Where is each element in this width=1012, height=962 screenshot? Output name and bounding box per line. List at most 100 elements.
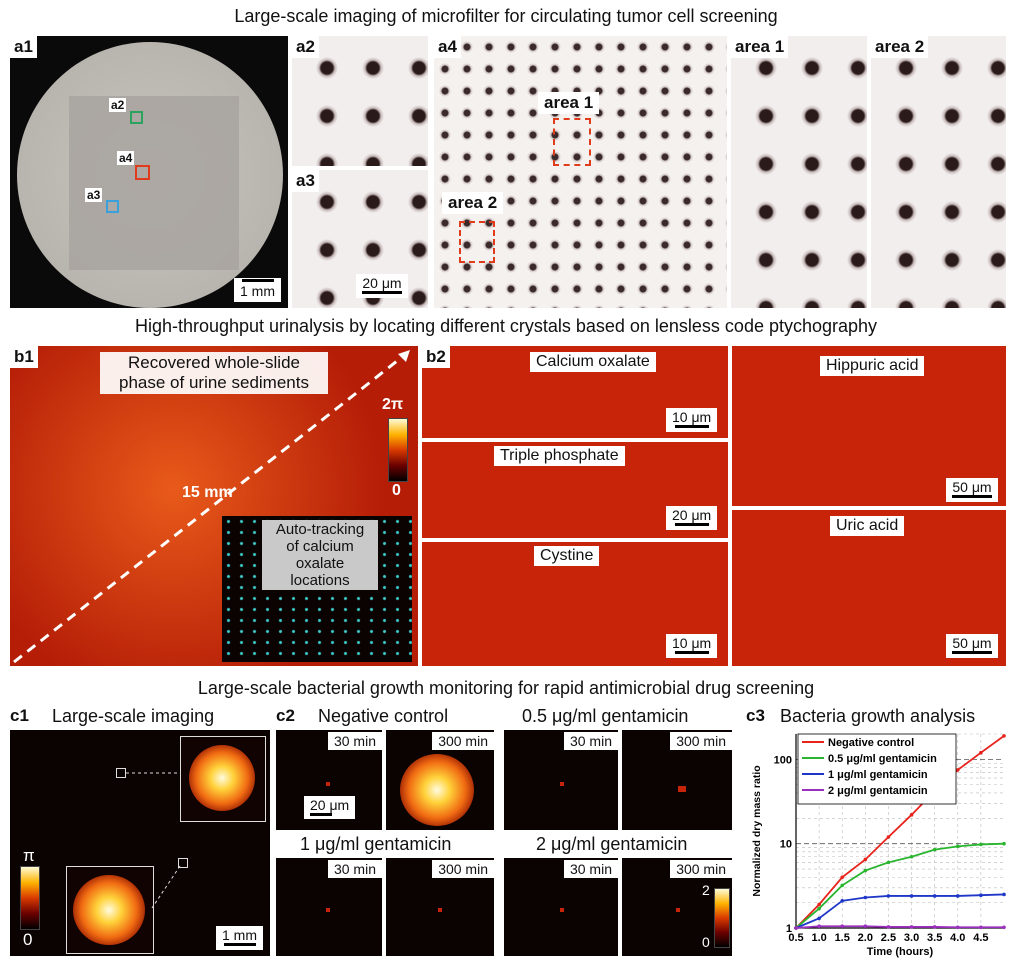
label-a4: a4 [434, 36, 461, 58]
data-point [1002, 841, 1006, 846]
uric-label: Uric acid [830, 516, 905, 536]
c3-title: Bacteria growth analysis [780, 706, 976, 726]
data-point [955, 844, 960, 849]
area1-box [553, 118, 591, 166]
c2-g05-30: 30 min [504, 730, 618, 830]
data-point [817, 902, 821, 907]
scalebar-hippuric: 50 μm [946, 478, 998, 502]
data-point [886, 835, 891, 839]
data-point [840, 924, 845, 929]
calcium-label: Calcium oxalate [530, 352, 656, 372]
data-point [840, 883, 845, 888]
triple-label: Triple phosphate [494, 446, 625, 466]
series-line [795, 925, 1004, 929]
panel-area2: area 2 [871, 36, 1006, 308]
x-tick-label: 4.0 [950, 932, 965, 944]
data-point [955, 768, 960, 772]
data-point [955, 894, 960, 898]
series-line [795, 893, 1005, 929]
colorbar-bottom: 0 [392, 482, 401, 499]
neg-title: Negative control [318, 706, 449, 726]
data-point [909, 813, 914, 817]
data-point [1002, 734, 1006, 738]
data-point [979, 925, 983, 930]
marker-box-a4 [135, 165, 150, 180]
time-label: 300 min [432, 732, 494, 750]
c2-g1-30: 30 min [276, 858, 382, 956]
label-a3: a3 [292, 170, 319, 192]
time-label: 300 min [670, 860, 732, 878]
label-c2: c2 [276, 706, 295, 725]
legend-box [797, 733, 957, 805]
data-point [794, 926, 798, 930]
scalebar-a1: 1 mm [234, 278, 281, 302]
legend-entry: Negative control [828, 737, 914, 749]
panel-uric: Uric acid 50 μm [732, 510, 1006, 666]
panel-area1: area 1 [731, 36, 867, 308]
data-point [909, 925, 914, 929]
c2-g2-300: 300 min 2 0 [622, 858, 732, 956]
data-point [979, 750, 983, 755]
c1-cb-top: π [23, 846, 35, 865]
data-point [932, 894, 937, 898]
data-point [817, 916, 821, 921]
data-point [863, 868, 868, 873]
x-tick-label: 4.5 [973, 932, 988, 944]
c2-g2-30: 30 min [504, 858, 618, 956]
y-tick-label: 1 [786, 923, 792, 935]
label-area2: area 2 [871, 36, 929, 58]
data-point [932, 847, 937, 852]
label-area1: area 1 [731, 36, 789, 58]
c2-g05-300: 300 min [622, 730, 732, 830]
data-point [886, 860, 891, 865]
data-point [1002, 925, 1006, 930]
label-b1: b1 [10, 346, 38, 368]
g1-title: 1 μg/ml gentamicin [300, 834, 452, 854]
tracking-inset: Auto-tracking of calcium oxalate locatio… [222, 516, 412, 662]
x-tick-label: 2.5 [881, 932, 896, 944]
distance-label: 15 mm [182, 484, 233, 501]
scalebar-c1: 1 mm [216, 926, 263, 950]
x-tick-label: 0.5 [788, 932, 803, 944]
c2-cb-top: 2 [702, 882, 710, 898]
x-tick-label: 1.5 [835, 932, 850, 944]
legend-entry: 1 μg/ml gentamicin [828, 769, 928, 781]
time-label: 30 min [563, 732, 618, 750]
marker-box-a2 [130, 111, 143, 124]
c1-colorbar [20, 866, 40, 930]
cystine-label: Cystine [534, 546, 600, 566]
label-a2: a2 [292, 36, 319, 58]
time-label: 30 min [563, 860, 618, 878]
time-label: 30 min [327, 860, 382, 878]
data-point [840, 875, 845, 880]
data-point [979, 893, 983, 897]
c2-neg-300: 300 min [386, 730, 494, 830]
c2-neg-30: 30 min 20 μm [276, 730, 382, 830]
c1-inset-bottom [66, 866, 154, 954]
scalebar-uric: 50 μm [946, 634, 998, 658]
area2-tag: area 2 [442, 192, 504, 214]
data-point [863, 924, 868, 929]
x-axis-label: Time (hours) [867, 946, 934, 958]
data-point [817, 906, 821, 911]
time-label: 30 min [327, 732, 382, 750]
data-point [909, 894, 914, 898]
title-a: Large-scale imaging of microfilter for c… [234, 6, 778, 26]
c1-connectors [126, 772, 181, 909]
label-a1: a1 [10, 36, 37, 58]
panel-triple: Triple phosphate 20 μm [422, 442, 728, 538]
y-tick-label: 10 [780, 839, 792, 851]
x-tick-label: 3.5 [927, 932, 942, 944]
data-point [909, 854, 914, 859]
data-point [840, 899, 845, 903]
scalebar-c2: 20 μm [304, 796, 356, 819]
filter-area [69, 96, 239, 270]
recovered-caption: Recovered whole-slide phase of urine sed… [100, 352, 328, 394]
title-c: Large-scale bacterial growth monitoring … [197, 678, 815, 698]
panel-a4: a4 area 1 area 2 [434, 36, 727, 308]
title-b: High-throughput urinalysis by locating d… [134, 316, 878, 336]
data-point [932, 925, 937, 929]
series-line [795, 842, 1005, 929]
phase-colorbar [388, 418, 408, 482]
data-point [863, 895, 868, 900]
